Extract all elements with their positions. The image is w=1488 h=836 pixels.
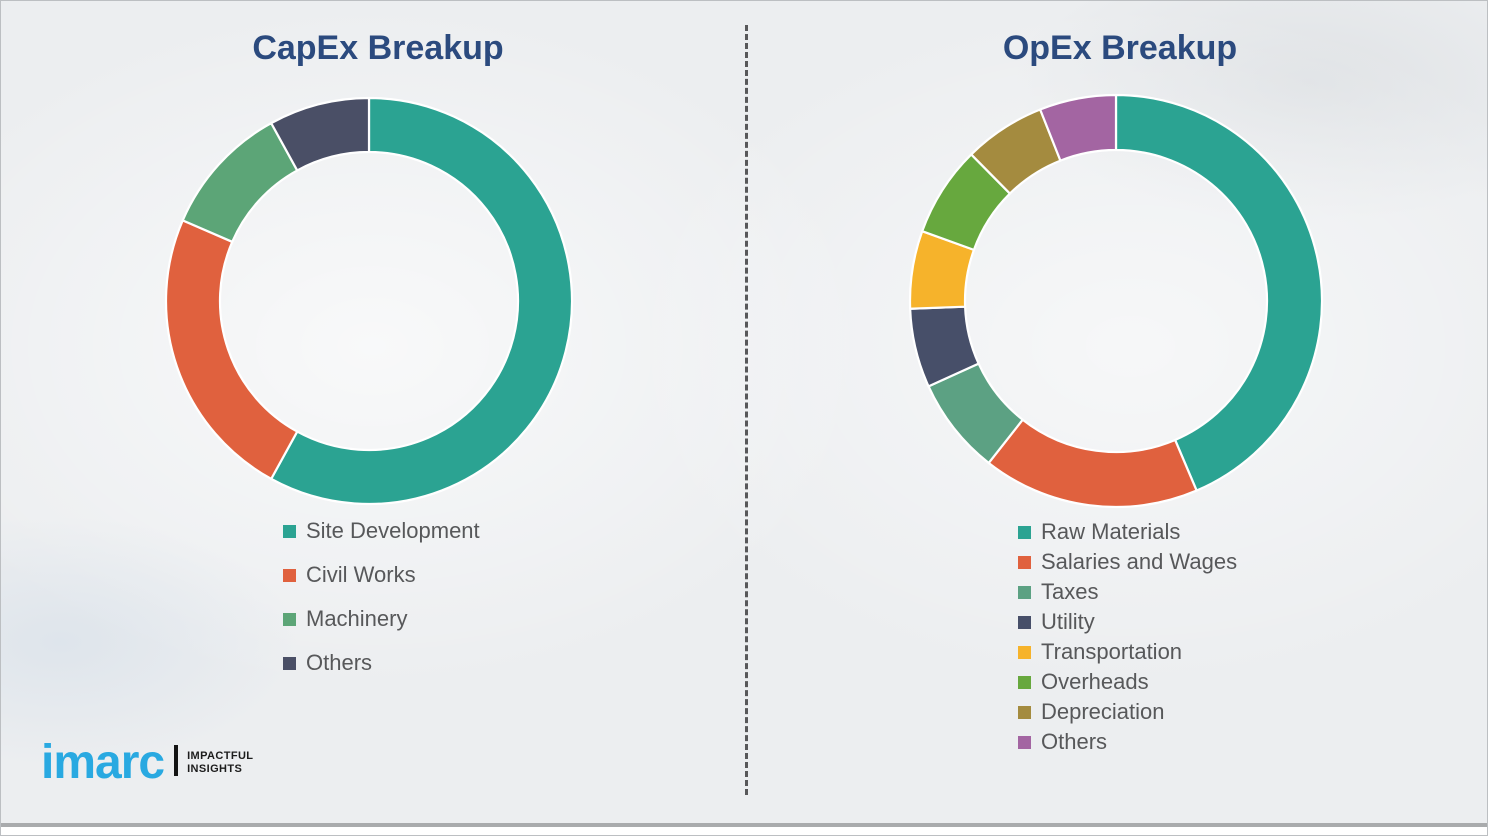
legend-item-depreciation: Depreciation [1018,697,1237,727]
logo-tagline-line2: INSIGHTS [187,763,243,775]
legend-label: Depreciation [1041,699,1165,724]
imarc-logo: imarc IMPACTFUL INSIGHTS [41,736,253,789]
legend-item-transportation: Transportation [1018,637,1237,667]
legend-label: Machinery [306,606,408,631]
legend-swatch-site-development [283,524,296,538]
legend-swatch-utility [1018,615,1031,629]
donut-segment-others [1039,93,1118,162]
legend-swatch-others [283,656,296,670]
legend-label: Utility [1041,609,1095,634]
capex-legend: Site Development Civil Works Machinery Othe… [283,509,480,685]
legend-swatch-others [1018,735,1031,749]
legend-item-utility: Utility [1018,607,1237,637]
donut-segment-salaries-and-wages [987,418,1198,509]
legend-label: Salaries and Wages [1041,549,1238,574]
legend-swatch-salaries-and-wages [1018,555,1031,569]
donut-segment-site-development [270,96,574,506]
capex-chart-title: CapEx Breakup [252,29,504,67]
legend-item-site-development: Site Development [283,509,480,553]
legend-item-others: Others [283,641,480,685]
legend-label: Transportation [1041,639,1183,664]
logo-separator-bar [174,745,179,776]
opex-chart-title: OpEx Breakup [1002,29,1238,67]
slide-bottom-border [1,823,1487,827]
legend-swatch-transportation [1018,645,1031,659]
donut-segment-others [270,96,371,172]
legend-item-others: Others [1018,727,1237,757]
legend-swatch-depreciation [1018,705,1031,719]
legend-item-machinery: Machinery [283,597,480,641]
legend-swatch-raw-materials [1018,525,1031,539]
legend-swatch-taxes [1018,585,1031,599]
legend-label: Taxes [1041,579,1099,604]
legend-item-raw-materials: Raw Materials [1018,517,1237,547]
legend-label: Civil Works [306,562,416,587]
legend-item-salaries-and-wages: Salaries and Wages [1018,547,1237,577]
legend-label: Raw Materials [1041,519,1181,544]
opex-legend: Raw Materials Salaries and Wages Taxes Util… [1018,517,1237,757]
logo-tagline: IMPACTFUL INSIGHTS [187,750,253,776]
legend-label: Others [306,650,373,675]
legend-label: Others [1041,729,1108,754]
legend-label: Overheads [1041,669,1149,694]
legend-item-civil-works: Civil Works [283,553,480,597]
legend-item-overheads: Overheads [1018,667,1237,697]
legend-label: Site Development [306,518,480,543]
logo-tagline-line1: IMPACTFUL [187,750,254,762]
capex-donut-chart [164,96,574,506]
legend-item-taxes: Taxes [1018,577,1237,607]
donut-segment-raw-materials [1114,93,1324,492]
legend-swatch-machinery [283,612,296,626]
opex-donut-chart [908,93,1324,509]
legend-swatch-overheads [1018,675,1031,689]
legend-swatch-civil-works [283,568,296,582]
imarc-logo-text: imarc [41,736,165,789]
vertical-dashed-divider [745,25,748,795]
donut-segment-civil-works [164,219,299,480]
